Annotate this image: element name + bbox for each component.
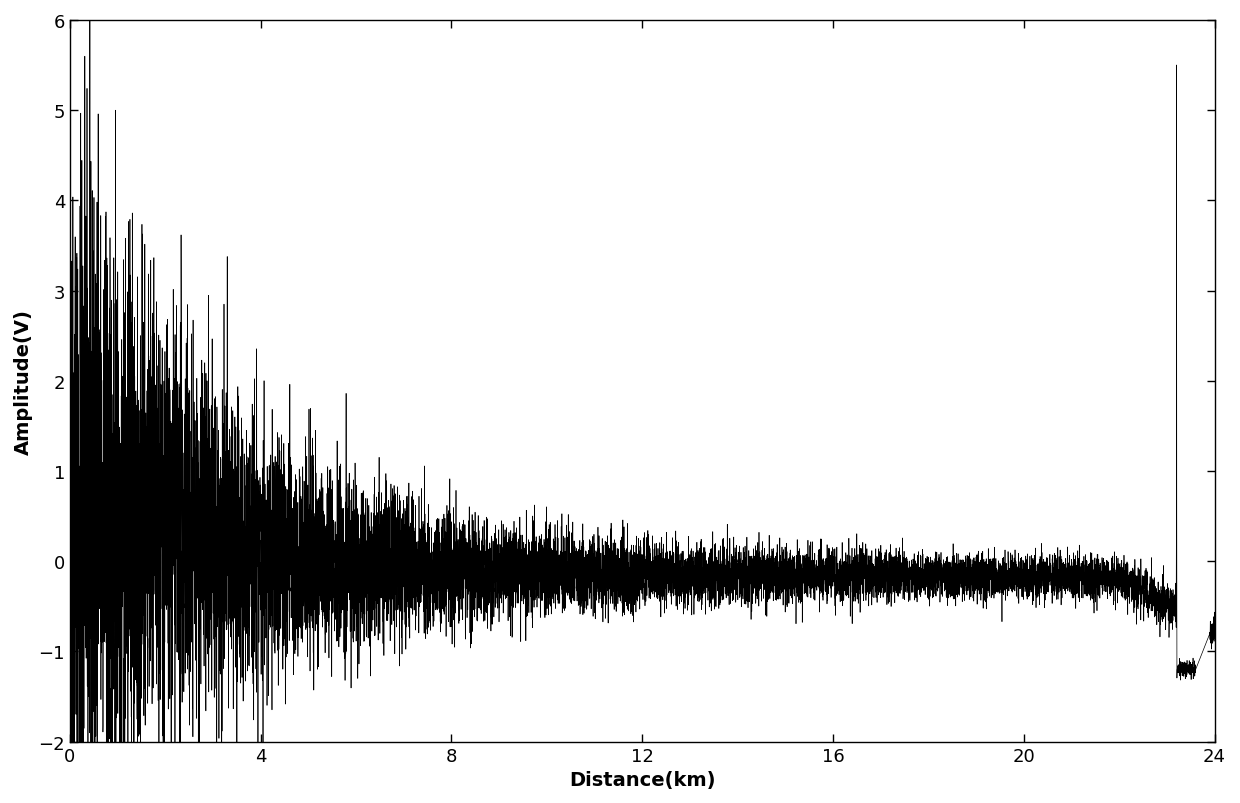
X-axis label: Distance(km): Distance(km) bbox=[569, 770, 715, 789]
Y-axis label: Amplitude(V): Amplitude(V) bbox=[14, 308, 33, 454]
